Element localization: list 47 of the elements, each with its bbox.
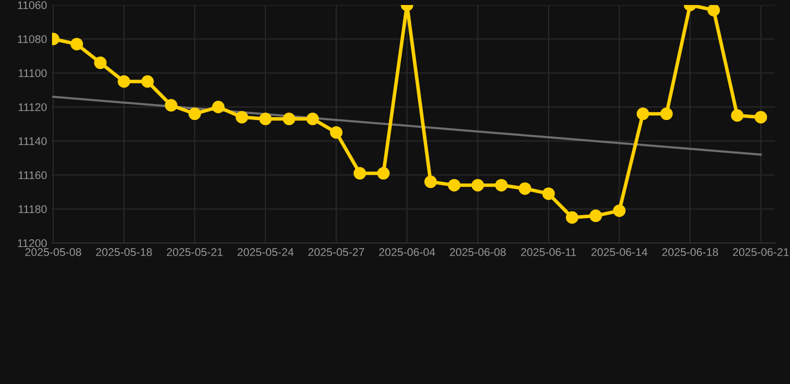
point [330,126,342,139]
point [566,211,578,224]
x-tick-label: 2025-06-08 [450,248,506,256]
x-tick-label: 2025-05-21 [166,248,223,256]
x-tick-label: 2025-05-24 [238,248,294,256]
x-tick-label: 2025-06-14 [591,248,648,256]
point [306,112,319,126]
x-tick-label: 2025-06-11 [521,248,576,256]
y-tick-label: 11120 [18,103,47,112]
point [259,112,272,126]
point [495,178,508,192]
point [518,182,532,195]
y-tick-label: 11200 [18,239,47,248]
point [472,178,484,192]
point [636,108,650,120]
x-tick-label: 2025-05-27 [308,248,364,256]
point [707,5,720,16]
point [377,167,390,180]
point [141,75,154,88]
point [70,38,84,50]
point [424,176,437,188]
point [236,110,248,124]
x-tick-label: 2025-06-18 [662,248,718,256]
y-tick-label: 11100 [18,69,47,78]
y-tick-label: 11160 [18,171,47,180]
point [118,75,130,88]
point [448,178,460,192]
x-tick-label: 2025-06-21 [732,248,789,256]
x-tick-label: 2025-06-04 [379,248,436,256]
x-tick-label: 2025-05-18 [96,248,152,256]
y-tick-label: 11140 [18,137,47,146]
point [731,109,744,122]
point [94,56,107,70]
point [613,204,626,217]
y-tick-label: 11180 [18,205,47,214]
y-tick-label: 11080 [18,35,47,44]
point [542,187,555,200]
x-tick-label: 2025-05-08 [25,248,82,256]
point [754,110,768,124]
point [589,210,602,222]
point [282,112,296,126]
point [354,167,366,180]
point [660,108,673,120]
point [188,108,201,120]
y-tick-label: 11060 [18,1,47,10]
point [164,99,178,112]
point [212,100,225,114]
